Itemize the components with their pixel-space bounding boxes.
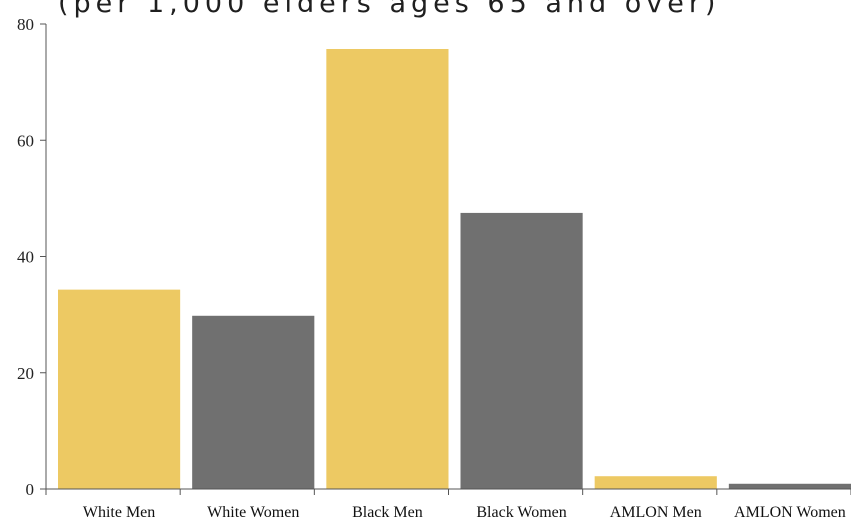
y-tick-label: 20 [17,364,34,383]
y-axis: 0 20 40 60 80 [17,15,47,499]
chart-subtitle: (per 1,000 elders ages 65 and over) [58,0,721,19]
y-tick-label: 0 [26,480,35,499]
x-tick-label: AMLON Women [734,504,846,518]
x-tick-label: AMLON Men [610,504,702,518]
x-axis: White Men White Women Black Men Black Women… [45,488,851,518]
y-tick-label: 40 [17,248,34,267]
bar-white-men [58,289,181,489]
y-tick-label: 80 [17,15,34,34]
bar-white-women [192,315,315,489]
x-tick-label: Black Men [352,504,423,518]
x-tick-label: Black Women [476,504,566,518]
bar-black-men [326,48,449,490]
x-tick-label: White Men [83,504,155,518]
x-tick-label: White Women [207,504,299,518]
bars-group [58,48,851,490]
bar-amlon-men [594,476,717,489]
bar-amlon-women [728,483,851,489]
bar-black-women [460,212,583,489]
y-tick-label: 60 [17,131,34,150]
